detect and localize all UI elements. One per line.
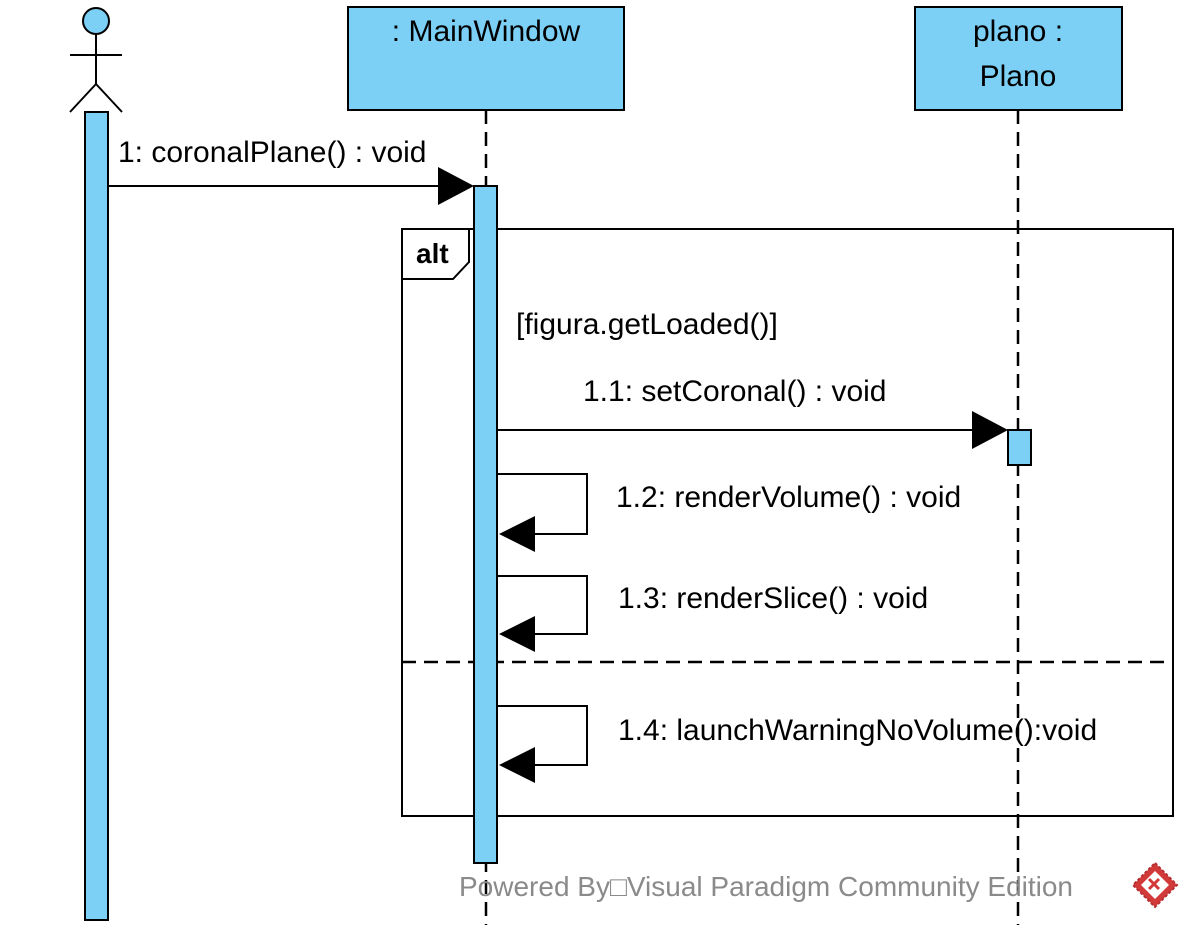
message-1-1-arrowhead bbox=[972, 411, 1008, 449]
message-1-4-label: 1.4: launchWarningNoVolume():void bbox=[618, 714, 1097, 747]
main-window-activation-bar bbox=[473, 185, 498, 864]
plano-activation-bar bbox=[1007, 429, 1032, 466]
lifeline-main-window-box bbox=[347, 6, 625, 111]
alt-fragment-operator: alt bbox=[416, 238, 449, 269]
message-1: 1: coronalPlane() : void bbox=[108, 136, 474, 205]
message-1-3-label: 1.3: renderSlice() : void bbox=[618, 582, 928, 615]
lifeline-main-window-label: : MainWindow bbox=[392, 15, 581, 48]
visual-paradigm-logo-icon bbox=[1131, 861, 1179, 909]
message-1-2: 1.2: renderVolume() : void bbox=[497, 473, 961, 552]
alt-fragment: alt [figura.getLoaded()] bbox=[401, 228, 1174, 817]
alt-guard-condition: [figura.getLoaded()] bbox=[516, 308, 778, 341]
message-1-3: 1.3: renderSlice() : void bbox=[497, 575, 928, 652]
actor-activation-bar bbox=[84, 111, 109, 921]
message-1-label: 1: coronalPlane() : void bbox=[118, 136, 427, 169]
message-1-2-arrowhead bbox=[499, 516, 535, 552]
alt-fragment-frame bbox=[401, 228, 1174, 817]
message-1-4-arrowhead bbox=[499, 747, 535, 783]
lifeline-plano-label-line2: Plano bbox=[980, 60, 1057, 93]
message-1-1-label: 1.1: setCoronal() : void bbox=[583, 375, 886, 408]
message-1-arrowhead bbox=[438, 167, 474, 205]
lifeline-main-window: : MainWindow bbox=[347, 6, 625, 111]
message-1-2-label: 1.2: renderVolume() : void bbox=[616, 481, 961, 514]
alt-fragment-tab bbox=[401, 228, 470, 280]
message-1-4: 1.4: launchWarningNoVolume():void bbox=[497, 705, 1097, 783]
lifeline-plano: plano : Plano bbox=[914, 6, 1123, 111]
message-1-3-arrowhead bbox=[499, 616, 535, 652]
actor-stick-figure-icon bbox=[69, 7, 123, 113]
watermark-text: Powered By□Visual Paradigm Community Edi… bbox=[459, 871, 1073, 902]
lifeline-plano-label-line1: plano : bbox=[973, 15, 1063, 48]
message-1-1: 1.1: setCoronal() : void bbox=[497, 375, 1008, 449]
